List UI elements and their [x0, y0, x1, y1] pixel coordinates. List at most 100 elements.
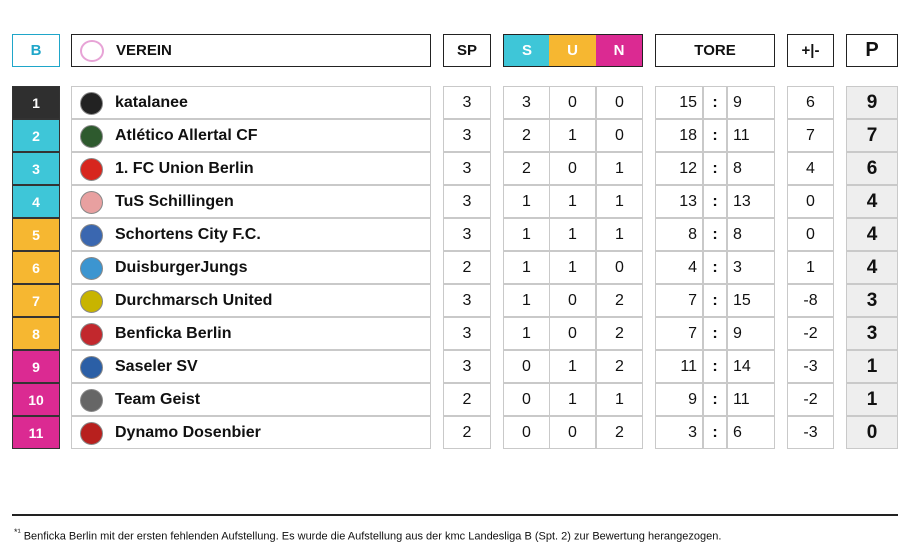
team-cell: Schortens City F.C.: [71, 218, 431, 251]
team-logo: [80, 224, 103, 247]
lost-cell: 0: [596, 251, 643, 284]
points-cell: 1: [846, 350, 898, 383]
header-badge: B: [12, 34, 60, 67]
played-cell: 3: [443, 185, 491, 218]
played-cell: 3: [443, 119, 491, 152]
played-cell: 3: [443, 284, 491, 317]
goals-for-cell: 12: [655, 152, 703, 185]
lost-cell: 0: [596, 86, 643, 119]
diff-cell: 6: [787, 86, 834, 119]
goals-against-cell: 11: [727, 383, 775, 416]
goals-separator: :: [703, 317, 727, 350]
goals-separator: :: [703, 119, 727, 152]
header-goals: TORE: [655, 34, 775, 67]
played-cell: 3: [443, 350, 491, 383]
header-won: S: [503, 34, 550, 67]
goals-against-cell: 9: [727, 317, 775, 350]
header-points: P: [846, 34, 898, 67]
team-cell: Benficka Berlin: [71, 317, 431, 350]
played-cell: 2: [443, 383, 491, 416]
diff-cell: 0: [787, 185, 834, 218]
goals-separator: :: [703, 284, 727, 317]
goals-for-cell: 11: [655, 350, 703, 383]
points-cell: 7: [846, 119, 898, 152]
team-cell: Durchmarsch United: [71, 284, 431, 317]
won-cell: 1: [503, 284, 550, 317]
won-cell: 2: [503, 152, 550, 185]
played-cell: 3: [443, 152, 491, 185]
goals-for-cell: 13: [655, 185, 703, 218]
lost-cell: 0: [596, 119, 643, 152]
goals-against-cell: 3: [727, 251, 775, 284]
goals-separator: :: [703, 152, 727, 185]
goals-against-cell: 13: [727, 185, 775, 218]
header-drawn: U: [549, 34, 596, 67]
lost-cell: 1: [596, 383, 643, 416]
points-cell: 4: [846, 185, 898, 218]
footnote-marker: *¹: [14, 527, 21, 537]
won-cell: 0: [503, 416, 550, 449]
header-played: SP: [443, 34, 491, 67]
goals-separator: :: [703, 416, 727, 449]
rank-cell: 10: [12, 383, 60, 416]
rank-cell: 4: [12, 185, 60, 218]
lost-cell: 2: [596, 284, 643, 317]
goals-for-cell: 7: [655, 317, 703, 350]
points-cell: 1: [846, 383, 898, 416]
drawn-cell: 0: [549, 152, 596, 185]
played-cell: 3: [443, 218, 491, 251]
points-cell: 4: [846, 251, 898, 284]
diff-cell: -3: [787, 416, 834, 449]
team-cell: katalanee: [71, 86, 431, 119]
team-cell: DuisburgerJungs: [71, 251, 431, 284]
team-cell: Atlético Allertal CF: [71, 119, 431, 152]
played-cell: 3: [443, 86, 491, 119]
goals-against-cell: 14: [727, 350, 775, 383]
drawn-cell: 0: [549, 86, 596, 119]
diff-cell: 4: [787, 152, 834, 185]
won-cell: 1: [503, 317, 550, 350]
won-cell: 0: [503, 383, 550, 416]
goals-against-cell: 9: [727, 86, 775, 119]
goals-for-cell: 7: [655, 284, 703, 317]
lost-cell: 2: [596, 350, 643, 383]
drawn-cell: 1: [549, 185, 596, 218]
goals-for-cell: 18: [655, 119, 703, 152]
diff-cell: 0: [787, 218, 834, 251]
won-cell: 1: [503, 251, 550, 284]
team-cell: TuS Schillingen: [71, 185, 431, 218]
header-lost: N: [596, 34, 643, 67]
rank-cell: 1: [12, 86, 60, 119]
rank-cell: 9: [12, 350, 60, 383]
team-logo: [80, 422, 103, 445]
team-cell: Dynamo Dosenbier: [71, 416, 431, 449]
team-logo: [80, 323, 103, 346]
rank-cell: 8: [12, 317, 60, 350]
team-logo: [80, 389, 103, 412]
won-cell: 1: [503, 185, 550, 218]
diff-cell: -2: [787, 383, 834, 416]
goals-against-cell: 8: [727, 218, 775, 251]
drawn-cell: 1: [549, 218, 596, 251]
team-logo: [80, 125, 103, 148]
team-cell: Team Geist: [71, 383, 431, 416]
won-cell: 1: [503, 218, 550, 251]
lost-cell: 1: [596, 152, 643, 185]
rank-cell: 5: [12, 218, 60, 251]
diff-cell: -3: [787, 350, 834, 383]
rank-cell: 6: [12, 251, 60, 284]
header-club: VEREIN: [71, 34, 431, 67]
goals-separator: :: [703, 350, 727, 383]
goals-for-cell: 9: [655, 383, 703, 416]
drawn-cell: 1: [549, 251, 596, 284]
goals-separator: :: [703, 218, 727, 251]
diff-cell: 7: [787, 119, 834, 152]
points-cell: 4: [846, 218, 898, 251]
team-logo: [80, 257, 103, 280]
rank-cell: 11: [12, 416, 60, 449]
goals-against-cell: 11: [727, 119, 775, 152]
team-cell: 1. FC Union Berlin: [71, 152, 431, 185]
footnote: *¹ Benficka Berlin mit der ersten fehlen…: [14, 527, 721, 543]
drawn-cell: 1: [549, 383, 596, 416]
